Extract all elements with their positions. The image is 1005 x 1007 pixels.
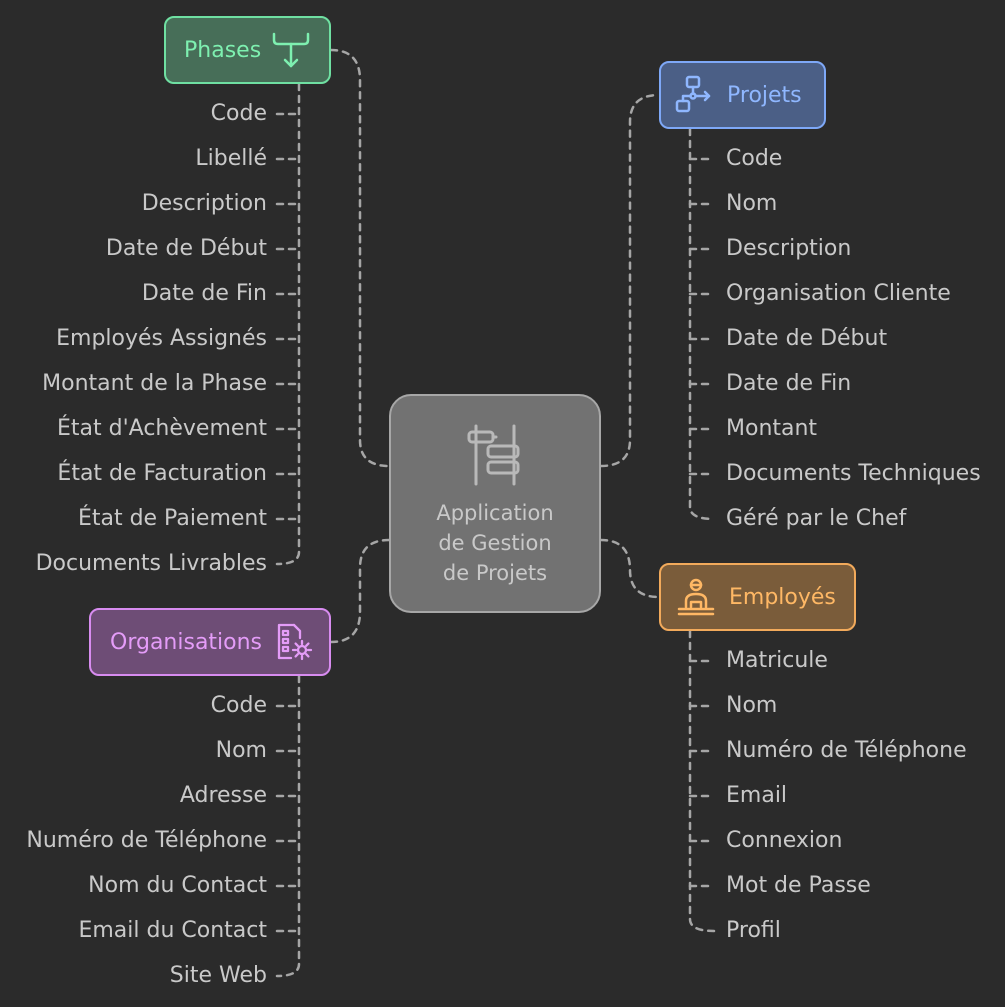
employes-item: Mot de Passe <box>726 873 871 898</box>
employes-item: Connexion <box>726 828 843 853</box>
projets-item: Code <box>726 146 783 171</box>
organisations-item: Adresse <box>179 783 267 808</box>
connector-organisations <box>329 538 391 644</box>
employes-item: Email <box>726 783 788 808</box>
organisations-label: Organisations <box>110 629 263 655</box>
projets-item: Documents Techniques <box>726 461 981 486</box>
connector-phases <box>329 48 391 468</box>
organisations-item: Nom <box>215 738 267 763</box>
projets-item: Date de Fin <box>726 371 852 396</box>
employes-item: Matricule <box>726 648 828 673</box>
document-settings-icon <box>274 622 314 662</box>
projets-item: Montant <box>726 416 818 441</box>
projets-spine <box>688 127 716 521</box>
phases-label: Phases <box>184 37 262 63</box>
organization-icon <box>466 424 524 490</box>
projets-item: Date de Début <box>726 326 888 351</box>
projets-item: Géré par le Chef <box>726 506 907 531</box>
flowchart-icon <box>675 75 713 115</box>
organisations-item: Numéro de Téléphone <box>26 828 267 853</box>
phases-item: Date de Début <box>105 236 267 261</box>
organisations-item: Code <box>210 693 267 718</box>
phases-item: Montant de la Phase <box>42 371 267 396</box>
employee-desk-icon <box>677 577 715 617</box>
organisations-item: Site Web <box>169 963 267 988</box>
phases-item: État d'Achèvement <box>57 416 267 441</box>
organisations-spine <box>275 674 301 978</box>
phases-spine <box>275 82 301 566</box>
projets-item: Nom <box>726 191 778 216</box>
projets-label: Projets <box>727 82 802 108</box>
phases-item: Documents Livrables <box>35 551 267 576</box>
phases-item: Libellé <box>195 146 267 171</box>
phases-item: Date de Fin <box>141 281 267 306</box>
employes-item: Numéro de Téléphone <box>726 738 967 763</box>
phases-item: État de Paiement <box>77 506 267 531</box>
projets-item: Organisation Cliente <box>726 281 951 306</box>
employes-spine <box>688 629 716 933</box>
projets-item: Description <box>726 236 852 261</box>
phases-item: Code <box>210 101 267 126</box>
employes-item: Nom <box>726 693 778 718</box>
organisations-item: Nom du Contact <box>88 873 267 898</box>
connector-employes <box>599 538 661 599</box>
center-title: Application de Gestion de Projets <box>436 501 554 585</box>
phases-item: Employés Assignés <box>56 326 267 351</box>
merge-arrow-icon <box>271 30 311 70</box>
projets-node[interactable]: Projets <box>659 61 826 129</box>
phases-item: État de Facturation <box>57 461 267 486</box>
organisations-node[interactable]: Organisations <box>89 608 331 676</box>
employes-item: Profil <box>726 918 781 943</box>
phases-node[interactable]: Phases <box>164 16 331 84</box>
organisations-item: Email du Contact <box>78 918 267 943</box>
employes-label: Employés <box>729 584 836 610</box>
center-node[interactable]: Application de Gestion de Projets <box>389 394 601 613</box>
employes-node[interactable]: Employés <box>659 563 856 631</box>
connector-projets <box>599 93 661 468</box>
phases-item: Description <box>141 191 267 216</box>
